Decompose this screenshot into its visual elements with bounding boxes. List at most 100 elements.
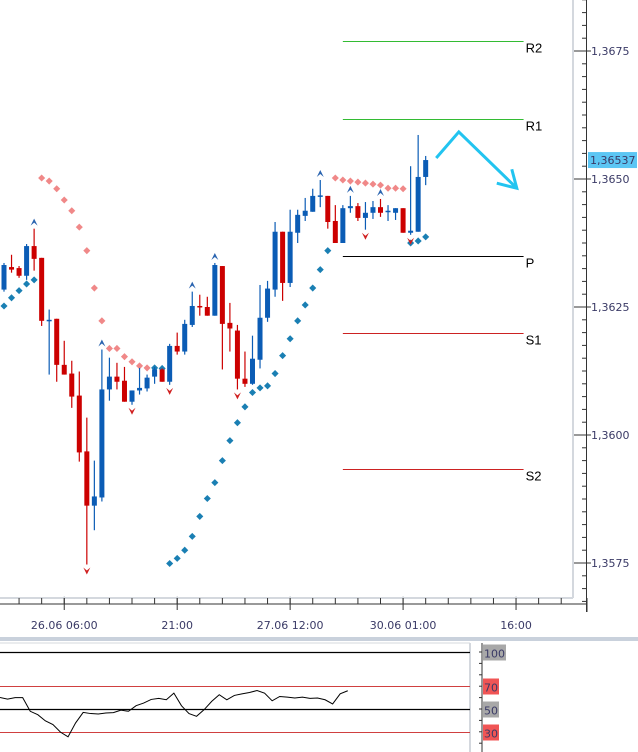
candle-body	[1, 265, 7, 290]
rsi-panel[interactable]: 100 70 50 30	[0, 642, 506, 752]
fractal-up-arrow-icon	[188, 281, 196, 289]
candle-body	[24, 246, 30, 276]
candle-bullish	[370, 201, 376, 219]
candle-bearish	[16, 266, 22, 278]
candle-body	[265, 288, 271, 318]
sar-dot-below	[271, 370, 279, 378]
sar-dot-below	[23, 280, 31, 288]
last-price-badge	[588, 152, 637, 169]
sar-dot-below	[422, 233, 430, 241]
sar-dot-below	[316, 266, 324, 274]
candle-bearish	[114, 362, 120, 390]
fractal-down-arrow-icon	[407, 237, 415, 245]
candle-bearish	[332, 205, 338, 243]
fractal-up-arrow-icon	[211, 252, 219, 260]
candle-body	[355, 206, 361, 218]
price-tick-label: 1,3675	[591, 45, 630, 58]
candle-body	[9, 267, 15, 270]
candle-bullish	[265, 280, 271, 322]
candle-bearish	[242, 351, 248, 387]
time-tick-label: 30.06 01:00	[370, 619, 437, 632]
sar-dot-above	[361, 179, 369, 187]
price-panel[interactable]: R2 R1 P S1 S2	[0, 0, 574, 599]
fractal-down-arrow-icon	[128, 407, 136, 415]
pivot-label-s1: S1	[526, 333, 542, 348]
panel-separator[interactable]	[0, 637, 638, 641]
candle-bearish	[197, 294, 203, 316]
time-axis[interactable]: 26.06 06:00 21:00 27.06 12:00 30.06 01:00 16…	[0, 596, 588, 632]
candle-bearish	[325, 195, 331, 229]
annotation-arrow	[435, 129, 518, 190]
candle-bullish	[182, 319, 188, 355]
sar-dot-below	[301, 301, 309, 309]
sar-dot-below	[188, 532, 196, 540]
candle-bullish	[257, 284, 263, 369]
candle-body	[415, 176, 421, 232]
sar-dot-below	[166, 559, 174, 568]
candle-body	[182, 323, 188, 352]
candle-body	[76, 395, 82, 453]
sar-dot-above	[392, 184, 400, 192]
candle-bearish	[174, 332, 180, 355]
candle-body	[227, 322, 233, 329]
sar-dot-below	[309, 284, 317, 292]
candle-body	[137, 387, 143, 391]
candle-body	[317, 195, 323, 197]
candle-body	[332, 220, 338, 243]
sar-dot-below	[286, 335, 294, 343]
sar-dot-above	[143, 364, 151, 372]
candle-bullish	[106, 357, 112, 401]
candle-bullish	[249, 335, 255, 385]
price-axis[interactable]: 1,3675 1,3650 1,3625 1,3600 1,3575 1,36537	[574, 0, 637, 612]
candle-body	[167, 345, 173, 382]
candle-body	[400, 208, 406, 233]
sar-dot-above	[136, 362, 144, 370]
candle-bullish	[189, 291, 195, 327]
candle-bearish	[227, 302, 233, 352]
pivot-label-r2: R2	[526, 41, 543, 56]
pivot-label-r1: R1	[526, 119, 543, 134]
candle-body	[31, 246, 37, 259]
candle-body	[393, 208, 399, 213]
price-tick-label: 1,3600	[591, 429, 630, 442]
candle-bullish	[1, 262, 7, 292]
sar-dot-below	[196, 512, 204, 520]
candle-body	[61, 364, 67, 375]
sar-dot-above	[75, 223, 83, 231]
sar-dot-below	[241, 403, 249, 411]
candle-body	[144, 377, 150, 389]
candle-body	[325, 195, 331, 223]
sar-dot-below	[203, 494, 211, 503]
time-tick-label: 26.06 06:00	[31, 619, 98, 632]
fractal-down-arrow-icon	[233, 392, 241, 400]
candle-bearish	[280, 231, 286, 301]
sar-dot-above	[38, 174, 46, 182]
candle-body	[362, 212, 368, 218]
candle-bearish	[400, 208, 406, 233]
candle-body	[106, 376, 112, 390]
candle-body	[152, 369, 158, 377]
sar-dot-above	[376, 181, 385, 189]
candle-body	[159, 369, 165, 382]
candle-body	[189, 305, 195, 325]
sar-dot-above	[105, 344, 113, 353]
fractal-down-arrow-icon	[361, 232, 369, 240]
candle-bearish	[76, 371, 82, 462]
rsi-level-label: 100	[484, 648, 505, 661]
candle-body	[295, 214, 301, 233]
candle-bullish	[129, 390, 135, 405]
candle-bullish	[423, 155, 429, 186]
rsi-line	[0, 690, 348, 738]
candle-body	[16, 268, 22, 276]
sar-dot-above	[60, 196, 68, 204]
sar-dot-above	[90, 284, 98, 292]
candle-body	[212, 265, 218, 316]
sar-dot-below	[233, 419, 241, 427]
sar-dot-above	[68, 207, 76, 215]
candle-bearish	[84, 417, 90, 565]
candle-body	[114, 376, 120, 382]
rsi-level-badge	[483, 644, 506, 661]
candle-bullish	[310, 188, 316, 212]
candle-body	[423, 160, 429, 177]
